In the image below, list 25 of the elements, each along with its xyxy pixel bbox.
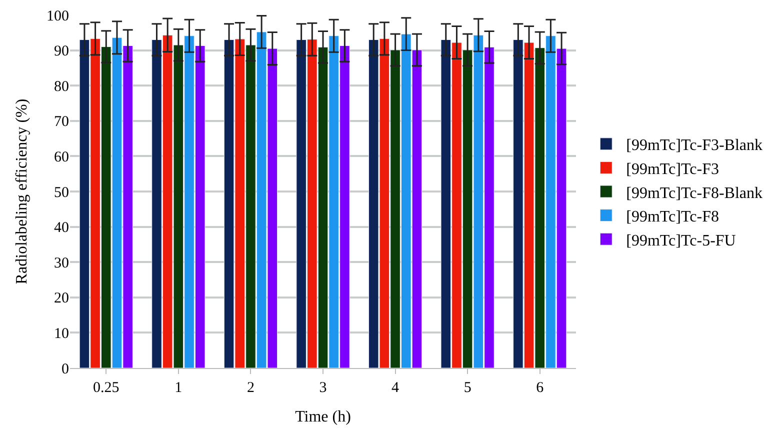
y-tick-label: 80 xyxy=(54,78,69,95)
y-tick-label: 100 xyxy=(46,8,69,24)
y-tick-label: 40 xyxy=(54,220,69,236)
x-tick-label: 3 xyxy=(319,380,327,396)
y-tick-label: 60 xyxy=(54,149,69,166)
x-tick-label: 1 xyxy=(174,380,182,396)
x-tick-label: 4 xyxy=(392,380,400,396)
y-tick-label: 20 xyxy=(54,290,69,307)
y-axis-title: Radiolabeling efficiency (%) xyxy=(13,98,30,284)
y-tick-label: 10 xyxy=(54,326,69,342)
y-tick-label: 30 xyxy=(54,255,69,272)
y-tick-label: 50 xyxy=(54,184,69,201)
x-tick-label: 0.25 xyxy=(93,380,120,396)
y-tick-label: 0 xyxy=(62,361,69,378)
legend-label: [99mTc]Tc-F8-Blank xyxy=(626,184,763,202)
x-tick-label: 2 xyxy=(246,380,254,396)
legend-label: [99mTc]Tc-5-FU xyxy=(626,232,736,250)
legend-label: [99mTc]Tc-F8 xyxy=(626,208,719,226)
legend-label: [99mTc]Tc-F3-Blank xyxy=(626,137,763,154)
x-axis-title: Time (h) xyxy=(295,408,351,426)
x-tick-label: 6 xyxy=(536,380,544,396)
y-tick-label: 70 xyxy=(54,114,69,130)
x-tick-label: 5 xyxy=(464,380,472,396)
legend-label: [99mTc]Tc-F3 xyxy=(626,160,719,178)
y-tick-label: 90 xyxy=(54,44,69,60)
